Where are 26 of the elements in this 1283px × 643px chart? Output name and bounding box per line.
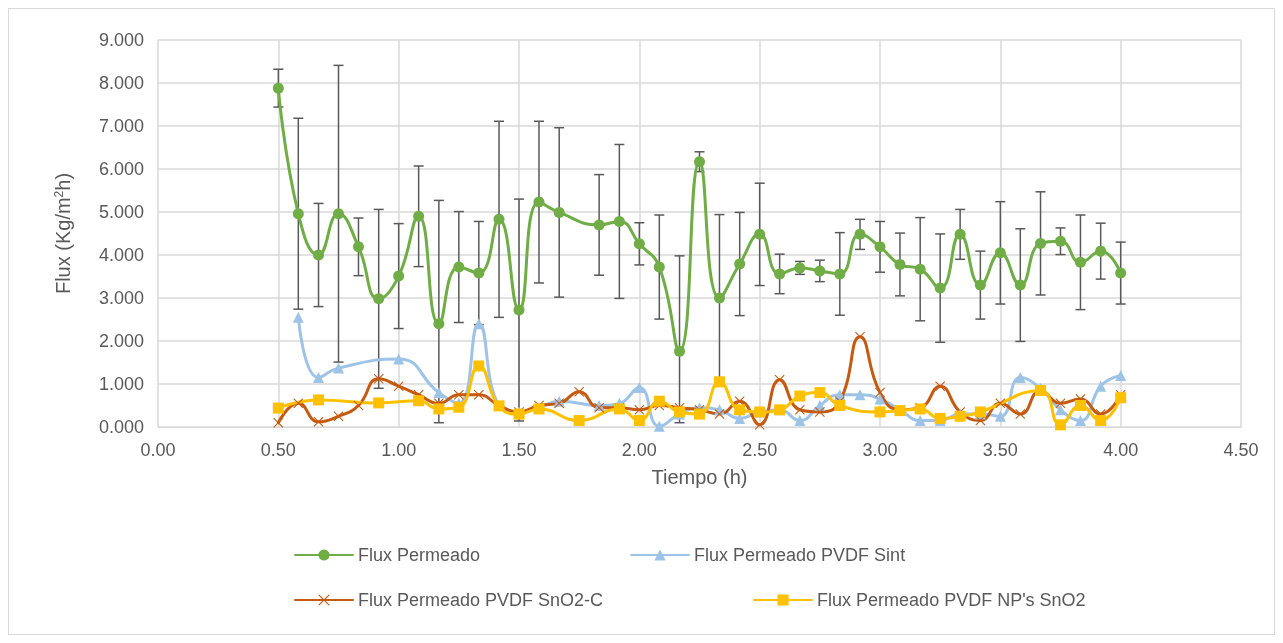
y-tick-label: 9.000 [98, 30, 144, 50]
legend-label: Flux Permeado PVDF NP's SnO2 [817, 590, 1086, 610]
x-tick-label: 2.00 [621, 440, 657, 460]
x-tick-label: 2.50 [742, 440, 778, 460]
legend-label: Flux Permeado PVDF SnO2-C [358, 590, 604, 610]
x-tick-label: 4.00 [1103, 440, 1139, 460]
y-tick-label: 2.000 [98, 331, 144, 351]
x-tick-label: 0.50 [260, 440, 296, 460]
x-tick-label: 1.00 [381, 440, 417, 460]
y-tick-label: 4.000 [98, 245, 144, 265]
legend-label: Flux Permeado [358, 545, 481, 565]
x-tick-label: 3.50 [982, 440, 1018, 460]
y-tick-label: 5.000 [98, 202, 144, 222]
legend-label: Flux Permeado PVDF Sint [694, 545, 906, 565]
x-axis-title: Tiempo (h) [651, 466, 748, 488]
y-tick-label: 8.000 [98, 73, 144, 93]
x-tick-label: 3.00 [862, 440, 898, 460]
y-tick-label: 0.000 [98, 417, 144, 437]
y-tick-label: 1.000 [98, 374, 144, 394]
y-axis-title: Flux (Kg/m2h) [52, 172, 74, 295]
x-tick-label: 1.50 [501, 440, 537, 460]
x-tick-label: 0.00 [140, 440, 176, 460]
y-tick-label: 7.000 [98, 116, 144, 136]
y-tick-label: 6.000 [98, 159, 144, 179]
y-tick-label: 3.000 [98, 288, 144, 308]
x-tick-label: 4.50 [1223, 440, 1259, 460]
